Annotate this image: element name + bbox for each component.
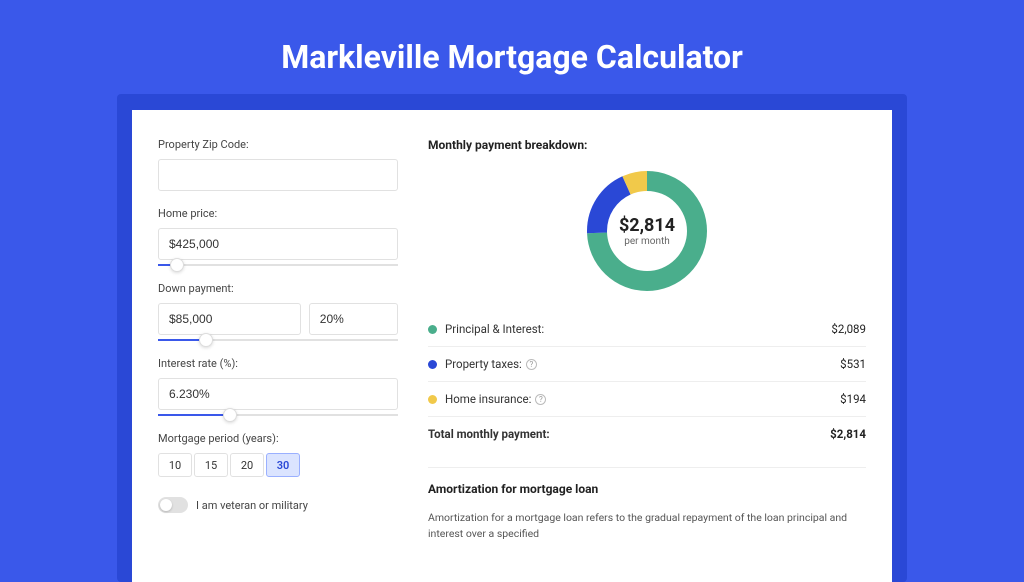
mortgage-period-label: Mortgage period (years): [158, 432, 398, 445]
donut-chart: $2,814 per month [582, 166, 712, 296]
legend-total-value: $2,814 [830, 427, 866, 441]
zip-label: Property Zip Code: [158, 138, 398, 151]
zip-input[interactable] [158, 159, 398, 191]
interest-rate-field: Interest rate (%): [158, 357, 398, 416]
down-payment-pct-input[interactable] [309, 303, 398, 335]
period-tab-30[interactable]: 30 [266, 453, 300, 477]
mortgage-period-tabs: 10152030 [158, 453, 398, 477]
zip-field: Property Zip Code: [158, 138, 398, 191]
legend-total-label: Total monthly payment: [428, 427, 830, 441]
legend-label: Home insurance:? [445, 392, 840, 406]
home-price-input[interactable] [158, 228, 398, 260]
down-payment-slider[interactable] [158, 339, 398, 341]
amortization-title: Amortization for mortgage loan [428, 482, 866, 496]
breakdown-legend: Principal & Interest:$2,089 Property taxe… [428, 314, 866, 449]
legend-row: Property taxes:?$531 [428, 349, 866, 379]
legend-label: Property taxes:? [445, 357, 840, 371]
veteran-toggle[interactable] [158, 497, 188, 513]
period-tab-20[interactable]: 20 [230, 453, 264, 477]
legend-value: $531 [840, 357, 866, 371]
amortization-section: Amortization for mortgage loan Amortizat… [428, 467, 866, 542]
home-price-slider[interactable] [158, 264, 398, 266]
period-tab-10[interactable]: 10 [158, 453, 192, 477]
veteran-toggle-row: I am veteran or military [158, 497, 398, 513]
calculator-card: Property Zip Code: Home price: Down paym… [132, 110, 892, 582]
home-price-slider-thumb[interactable] [170, 258, 184, 272]
veteran-toggle-knob [160, 499, 172, 511]
breakdown-title: Monthly payment breakdown: [428, 138, 866, 152]
donut-amount: $2,814 [619, 215, 675, 236]
donut-center: $2,814 per month [582, 166, 712, 296]
info-icon[interactable]: ? [535, 394, 546, 405]
amortization-text: Amortization for a mortgage loan refers … [428, 510, 866, 542]
interest-rate-label: Interest rate (%): [158, 357, 398, 370]
interest-rate-slider-thumb[interactable] [223, 408, 237, 422]
interest-rate-input[interactable] [158, 378, 398, 410]
down-payment-input[interactable] [158, 303, 301, 335]
veteran-toggle-label: I am veteran or military [196, 499, 308, 512]
info-icon[interactable]: ? [526, 359, 537, 370]
legend-value: $194 [840, 392, 866, 406]
legend-dot [428, 325, 437, 334]
inputs-column: Property Zip Code: Home price: Down paym… [158, 138, 398, 542]
home-price-label: Home price: [158, 207, 398, 220]
down-payment-slider-thumb[interactable] [199, 333, 213, 347]
home-price-field: Home price: [158, 207, 398, 266]
breakdown-column: Monthly payment breakdown: $2,814 per mo… [428, 138, 866, 542]
mortgage-period-field: Mortgage period (years): 10152030 [158, 432, 398, 477]
interest-rate-slider[interactable] [158, 414, 398, 416]
legend-dot [428, 395, 437, 404]
legend-label: Principal & Interest: [445, 322, 831, 336]
donut-chart-wrap: $2,814 per month [428, 166, 866, 296]
legend-row: Principal & Interest:$2,089 [428, 314, 866, 344]
down-payment-label: Down payment: [158, 282, 398, 295]
down-payment-field: Down payment: [158, 282, 398, 341]
legend-total-row: Total monthly payment:$2,814 [428, 419, 866, 449]
legend-value: $2,089 [831, 322, 866, 336]
page-title: Markleville Mortgage Calculator [0, 0, 1024, 94]
period-tab-15[interactable]: 15 [194, 453, 228, 477]
legend-dot [428, 360, 437, 369]
legend-row: Home insurance:?$194 [428, 384, 866, 414]
card-outer: Property Zip Code: Home price: Down paym… [117, 94, 907, 582]
donut-sub: per month [624, 236, 670, 247]
